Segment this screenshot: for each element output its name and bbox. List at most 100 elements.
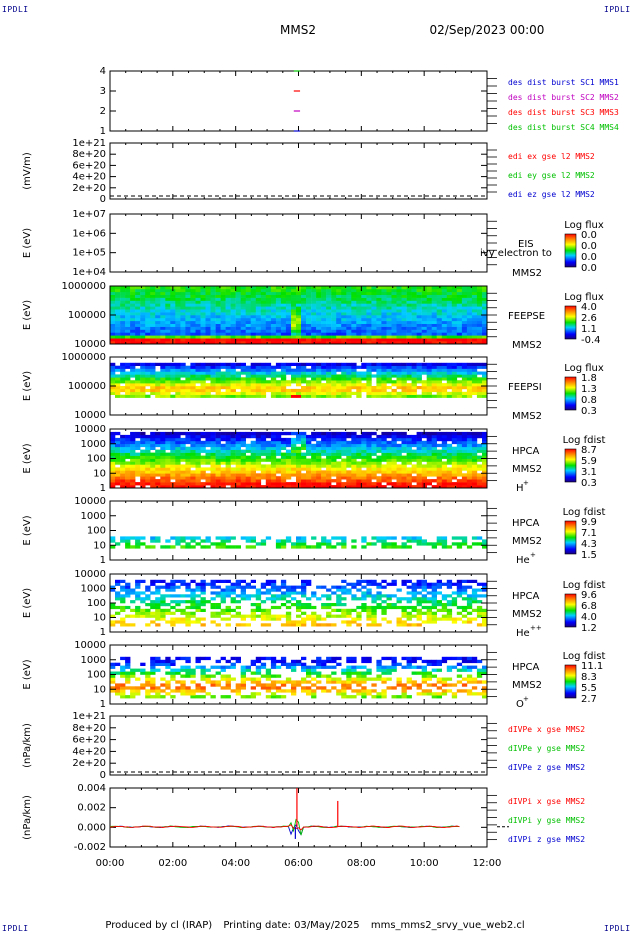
spectrogram-cell <box>426 452 432 456</box>
spectrogram-cell <box>215 470 221 474</box>
spectrogram-cell <box>175 617 181 621</box>
spectrogram-cell <box>451 288 458 293</box>
spectrogram-cell <box>396 394 402 398</box>
spectrogram-cell <box>130 458 136 462</box>
spectrogram-cell <box>401 329 407 333</box>
spectrogram-cell <box>482 386 488 390</box>
spectrogram-cell <box>195 294 201 298</box>
spectrogram-cell <box>270 332 277 336</box>
spectrogram-cell <box>270 458 277 462</box>
spectrogram-cell <box>145 291 151 295</box>
spectrogram-cell <box>416 461 422 465</box>
spectrogram-cell <box>366 329 372 333</box>
spectrogram-cell <box>351 470 357 474</box>
spectrogram-cell <box>125 470 131 474</box>
spectrogram-cell <box>371 449 377 453</box>
spectrogram-cell <box>411 294 417 298</box>
spectrogram-cell <box>240 455 246 459</box>
spectrogram-cell <box>180 323 186 327</box>
spectrogram-cell <box>301 341 307 345</box>
spectrogram-cell <box>200 597 206 601</box>
spectrogram-cell <box>381 335 387 339</box>
spectrogram-cell <box>421 476 427 480</box>
spectrogram-cell <box>225 579 231 583</box>
spectrogram-cell <box>366 294 372 298</box>
spectrogram-cell <box>195 603 201 607</box>
corner-label-br: IPDLI <box>604 924 630 933</box>
spectrogram-cell <box>125 536 131 540</box>
spectrogram-cell <box>195 368 201 372</box>
spectrogram-cell <box>311 446 317 450</box>
spectrogram-cell <box>185 368 191 372</box>
spectrogram-cell <box>245 300 251 304</box>
spectrogram-cell <box>351 467 357 471</box>
spectrogram-cell <box>195 588 201 592</box>
spectrogram-cell <box>260 391 267 395</box>
spectrogram-cell <box>466 482 473 486</box>
spectrogram-cell <box>386 603 392 607</box>
spectrogram-cell <box>145 341 151 345</box>
spectrogram-cell <box>170 362 176 366</box>
spectrogram-cell <box>291 303 297 307</box>
spectrogram-cell <box>240 443 246 448</box>
spectrogram-cell <box>321 368 327 372</box>
spectrogram-cell <box>195 605 201 610</box>
spectrogram-cell <box>170 434 176 439</box>
spectrogram-cell <box>341 286 347 290</box>
spectrogram-cell <box>386 467 392 471</box>
spectrogram-cell <box>336 291 342 295</box>
spectrogram-cell <box>155 383 161 387</box>
spectrogram-cell <box>190 303 196 307</box>
spectrogram-cell <box>301 320 307 324</box>
spectrogram-cell <box>180 579 186 583</box>
spectrogram-cell <box>326 443 332 448</box>
spectrogram-cell <box>381 600 387 604</box>
spectrogram-cell <box>135 323 141 327</box>
spectrogram-cell <box>110 449 116 453</box>
spectrogram-cell <box>301 617 307 621</box>
spectrogram-cell <box>220 617 226 621</box>
spectrogram-cell <box>416 386 422 390</box>
spectrogram-cell <box>260 394 267 398</box>
spectrogram-cell <box>386 326 392 330</box>
spectrogram-cell <box>336 309 342 313</box>
spectrogram-cell <box>140 597 146 601</box>
spectrogram-cell <box>260 449 267 453</box>
spectrogram-cell <box>255 388 262 393</box>
spectrogram-cell <box>145 312 151 316</box>
spectrogram-cell <box>471 312 478 316</box>
spectrogram-cell <box>120 297 126 301</box>
spectrogram-cell <box>165 452 171 456</box>
spectrogram-cell <box>235 458 241 462</box>
spectrogram-cell <box>180 473 186 477</box>
spectrogram-cell <box>316 297 322 301</box>
spectrogram-cell <box>120 539 126 543</box>
spectrogram-cell <box>316 449 322 453</box>
spectrogram-cell <box>250 365 256 369</box>
spectrogram-cell <box>125 341 131 345</box>
spectrogram-cell <box>336 449 342 453</box>
spectrogram-cell <box>311 591 317 595</box>
spectrogram-cell <box>431 286 437 290</box>
spectrogram-cell <box>431 388 437 393</box>
spectrogram-cell <box>421 315 427 319</box>
spectrogram-cell <box>346 362 352 366</box>
spectrogram-cell <box>321 312 327 316</box>
spectrogram-cell <box>391 443 397 448</box>
spectrogram-cell <box>356 611 362 615</box>
spectrogram-cell <box>200 362 206 366</box>
spectrogram-cell <box>351 329 357 333</box>
spectrogram-cell <box>451 309 458 313</box>
spectrogram-cell <box>230 323 236 327</box>
spectrogram-cell <box>135 594 141 598</box>
spectrogram-cell <box>265 371 272 375</box>
spectrogram-cell <box>391 605 397 610</box>
spectrogram-cell <box>331 323 337 327</box>
ylabel-feepsi: E (eV) <box>22 371 33 401</box>
spectrogram-cell <box>301 315 307 319</box>
spectrogram-cell <box>240 377 246 381</box>
spectrogram-cell <box>431 365 437 369</box>
spectrogram-cell <box>245 464 251 468</box>
spectrogram-cell <box>346 300 352 304</box>
spectrogram-cell <box>240 338 246 342</box>
